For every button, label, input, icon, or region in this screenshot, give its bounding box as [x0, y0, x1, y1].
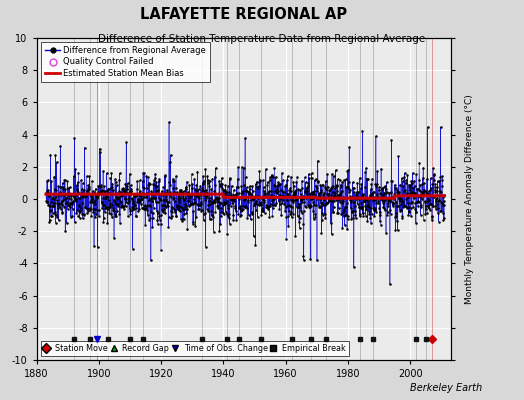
Text: Berkeley Earth: Berkeley Earth [410, 383, 482, 393]
Legend: Station Move, Record Gap, Time of Obs. Change, Empirical Break: Station Move, Record Gap, Time of Obs. C… [41, 340, 350, 356]
Title: LAFAYETTE REGIONAL AP: LAFAYETTE REGIONAL AP [140, 6, 347, 22]
Y-axis label: Monthly Temperature Anomaly Difference (°C): Monthly Temperature Anomaly Difference (… [465, 94, 474, 304]
Text: Difference of Station Temperature Data from Regional Average: Difference of Station Temperature Data f… [99, 34, 425, 44]
